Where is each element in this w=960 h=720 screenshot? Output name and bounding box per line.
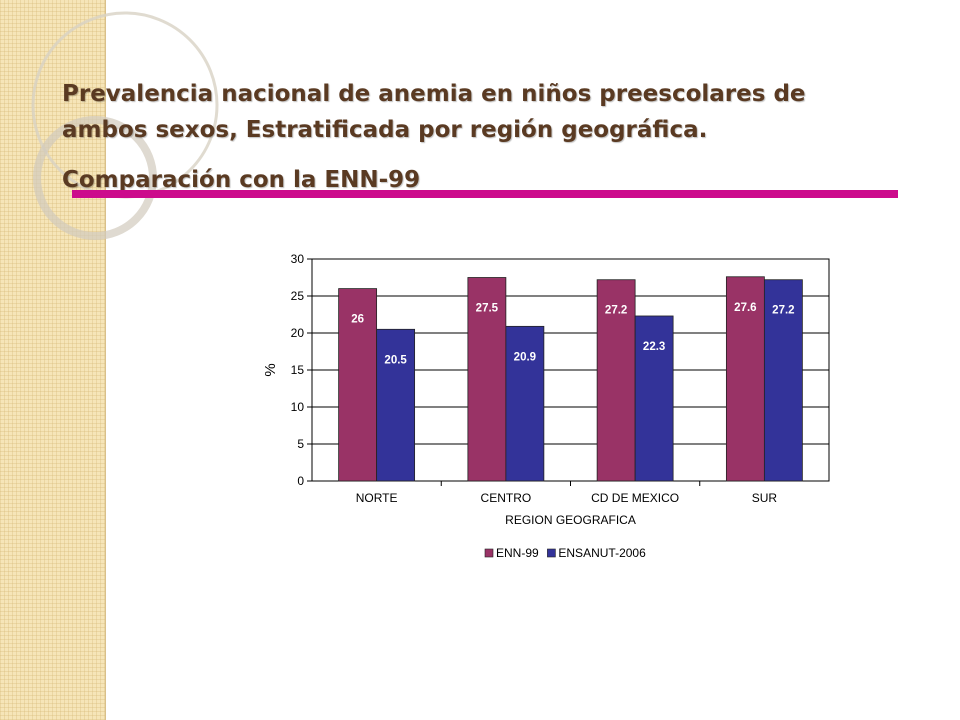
data-label: 27.2 — [772, 305, 794, 317]
bar — [763, 279, 803, 482]
y-axis-title: % — [262, 363, 279, 376]
bar-chart: 0 5 10 15 20 25 30 NORTE 26 20.5 CENTRO 27.5 20.9 CD … — [262, 252, 830, 560]
bar — [467, 277, 507, 482]
bar — [376, 328, 416, 482]
bar — [505, 325, 545, 482]
data-label: 20.9 — [514, 351, 536, 363]
x-tick-label: CD DE MEXICO — [591, 491, 679, 505]
data-label: 22.3 — [643, 341, 665, 353]
y-tick-label: 10 — [291, 400, 305, 414]
legend-swatch — [484, 548, 494, 558]
data-label: 27.6 — [734, 302, 756, 314]
bar — [338, 288, 378, 482]
data-label: 27.2 — [605, 305, 627, 317]
data-label: 20.5 — [384, 354, 407, 366]
y-tick-label: 25 — [291, 289, 305, 303]
y-tick-label: 30 — [291, 252, 305, 266]
slide-subtitle: Comparación con la ENN-99 — [62, 167, 421, 193]
x-tick-label: CENTRO — [481, 491, 532, 505]
x-tick-label: NORTE — [356, 491, 398, 505]
data-label: 27.5 — [476, 303, 499, 315]
y-tick-label: 0 — [297, 474, 304, 488]
bar — [725, 276, 765, 482]
bar — [596, 279, 636, 482]
data-label: 26 — [351, 314, 364, 326]
legend-label: ENSANUT-2006 — [558, 546, 646, 560]
y-tick-label: 20 — [291, 326, 305, 340]
y-tick-label: 5 — [297, 437, 304, 451]
legend-swatch — [547, 548, 556, 558]
y-tick-label: 15 — [291, 363, 305, 377]
bar — [634, 315, 674, 482]
slide-title: Prevalencia nacional de anemia en niños … — [62, 76, 862, 198]
x-tick-label: SUR — [752, 491, 778, 505]
x-axis-title: REGION GEOGRAFICA — [505, 513, 636, 527]
title-line-1: Prevalencia nacional de anemia en niños … — [62, 81, 806, 107]
title-divider — [72, 190, 898, 198]
legend-label: ENN-99 — [496, 546, 539, 560]
title-line-2: ambos sexos, Estratificada por región ge… — [62, 117, 708, 143]
